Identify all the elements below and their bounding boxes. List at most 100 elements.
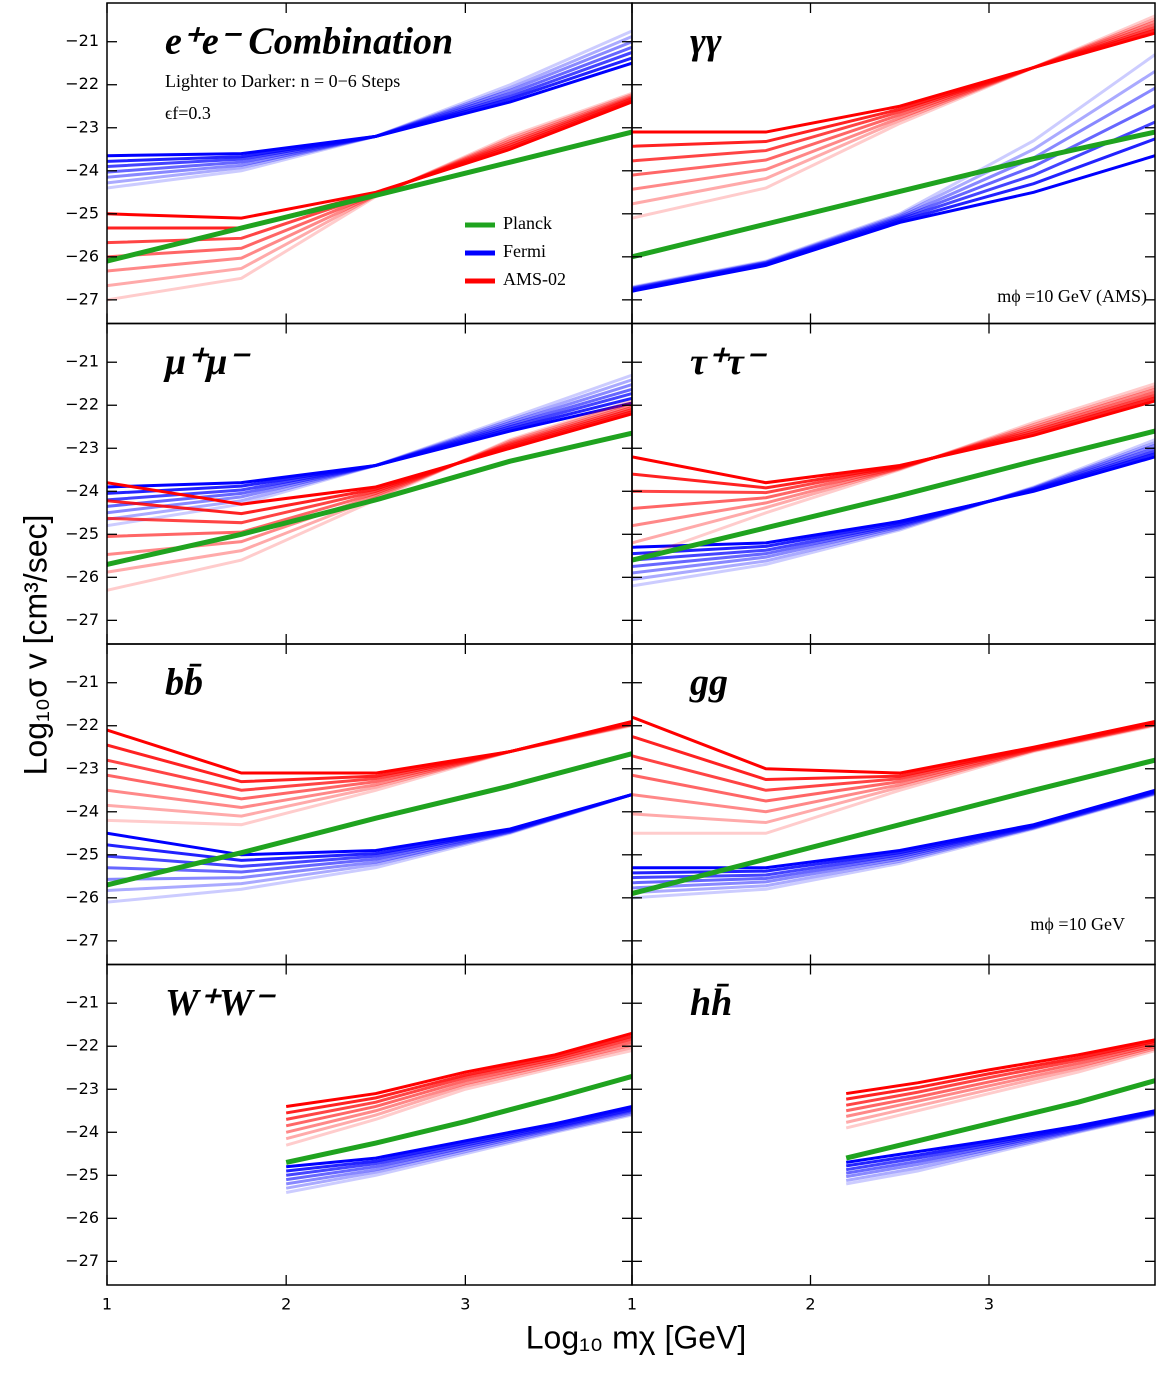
panel (632, 715, 1155, 900)
series-line (632, 715, 1155, 775)
series-line (632, 154, 1155, 293)
series-line (845, 1041, 1155, 1107)
panel-title: bb̄ (165, 662, 203, 704)
panel-title: gg (689, 662, 728, 704)
y-tick-label: −26 (65, 567, 99, 586)
series-line (285, 1034, 632, 1115)
y-tick-label: −27 (65, 1251, 99, 1270)
y-tick-label: −22 (65, 715, 99, 734)
y-tick-label: −21 (65, 993, 99, 1012)
panel (285, 1031, 632, 1194)
panel (632, 14, 1155, 293)
panel (107, 29, 632, 302)
series-line (845, 1109, 1155, 1164)
y-tick-label: −27 (65, 289, 99, 308)
panel (107, 719, 632, 904)
y-tick-label: −24 (65, 1122, 99, 1141)
x-axis-label: Log₁₀ mχ [GeV] (526, 1319, 747, 1355)
series-line (632, 793, 1155, 900)
annotation: ϵf=0.3 (165, 103, 211, 123)
panel (632, 382, 1155, 588)
y-tick-label: −23 (65, 758, 99, 777)
series-line (107, 405, 632, 538)
x-tick-label: 1 (627, 1295, 637, 1314)
panel-title: μ⁺μ⁻ (163, 341, 251, 383)
y-tick-label: −27 (65, 610, 99, 629)
y-tick-label: −23 (65, 117, 99, 136)
series-line (107, 719, 632, 775)
y-tick-label: −25 (65, 203, 99, 222)
series-line (285, 1073, 632, 1165)
y-tick-label: −21 (65, 352, 99, 371)
series-line (632, 17, 1155, 206)
panel-frame (631, 963, 1156, 1286)
series-line (845, 1113, 1155, 1186)
series-line (845, 1112, 1155, 1182)
series-line (632, 129, 1155, 260)
series-line (632, 438, 1155, 588)
y-tick-label: −24 (65, 481, 99, 500)
y-tick-label: −24 (65, 160, 99, 179)
x-tick-label: 2 (805, 1295, 815, 1314)
series-line (107, 408, 632, 525)
y-tick-label: −23 (65, 438, 99, 457)
series-line (107, 129, 632, 264)
series-line (107, 793, 632, 874)
series-line (285, 1040, 632, 1128)
series-line (845, 1038, 1155, 1096)
series-line (632, 31, 1155, 134)
series-line (107, 410, 632, 516)
y-tick-label: −27 (65, 930, 99, 949)
series-line (632, 788, 1155, 870)
series-line (285, 1043, 632, 1134)
y-tick-label: −25 (65, 1165, 99, 1184)
x-tick-label: 3 (460, 1295, 470, 1314)
series-line (107, 793, 632, 868)
series-line (107, 751, 632, 888)
panel-title: hh̄ (690, 982, 732, 1024)
series-line (632, 441, 1155, 581)
panel-title: γγ (690, 21, 722, 63)
series-line (285, 1046, 632, 1141)
annotation: mϕ =10 GeV (1030, 914, 1125, 934)
series-line (107, 723, 632, 818)
series-line (632, 382, 1155, 562)
series-line (632, 53, 1155, 289)
series-line (107, 61, 632, 158)
series-line (107, 430, 632, 567)
series-line (632, 455, 1155, 549)
series-line (285, 1113, 632, 1194)
panel-title: τ⁺τ⁻ (690, 341, 768, 383)
series-line (285, 1049, 632, 1147)
subtitle: Lighter to Darker: n = 0−6 Steps (165, 71, 400, 91)
series-line (286, 1105, 632, 1169)
y-tick-label: −26 (65, 887, 99, 906)
series-line (845, 1047, 1155, 1124)
series-line (845, 1043, 1155, 1113)
series-line (285, 1112, 632, 1190)
series-line (285, 1037, 632, 1121)
series-line (845, 1078, 1155, 1161)
panel-title: e⁺e⁻ Combination (165, 21, 453, 63)
panel (107, 373, 632, 592)
y-tick-label: −22 (65, 395, 99, 414)
series-line (285, 1031, 632, 1108)
series-line (107, 401, 632, 489)
y-tick-label: −26 (65, 1208, 99, 1227)
series-line (285, 1108, 632, 1177)
series-line (632, 14, 1155, 220)
x-tick-label: 1 (102, 1295, 112, 1314)
series-line (632, 720, 1155, 782)
series-line (632, 757, 1155, 896)
x-tick-label: 3 (984, 1295, 994, 1314)
y-tick-label: −26 (65, 246, 99, 265)
legend-label: AMS-02 (503, 269, 566, 289)
panel-title: W⁺W⁻ (165, 982, 277, 1024)
annotation: mϕ =10 GeV (AMS) (997, 286, 1147, 307)
y-tick-label: −21 (65, 31, 99, 50)
series-line (107, 412, 632, 506)
series-line (632, 399, 1155, 485)
y-tick-label: −21 (65, 672, 99, 691)
y-axis-label: Log₁₀σ v [cm³/sec] (17, 515, 53, 776)
